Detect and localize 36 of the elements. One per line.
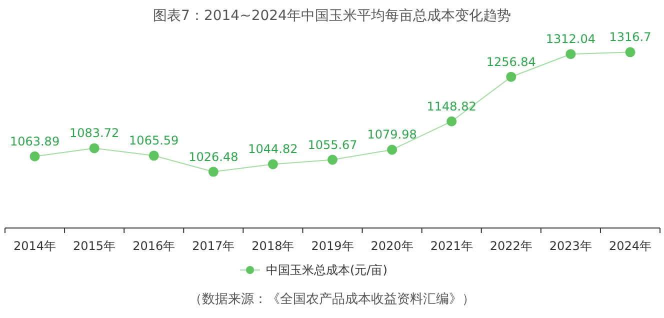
x-tick-label: 2014年 xyxy=(14,239,56,253)
legend-label: 中国玉米总成本(元/亩) xyxy=(266,263,388,277)
point xyxy=(566,49,576,60)
x-tick-label: 2021年 xyxy=(430,239,473,253)
data-label: 1026.48 xyxy=(188,150,238,164)
point xyxy=(506,72,516,82)
data-label: 1079.98 xyxy=(367,128,417,142)
data-label: 1148.82 xyxy=(426,99,476,114)
point xyxy=(328,154,338,165)
x-tick-label: 2018年 xyxy=(252,239,294,253)
data-label: 1055.67 xyxy=(308,138,358,152)
point xyxy=(30,151,40,162)
point xyxy=(89,143,100,154)
data-label: 1256.84 xyxy=(486,54,536,69)
x-tick-label: 2016年 xyxy=(132,239,176,253)
data-label: 1044.82 xyxy=(248,142,298,156)
data-label: 1316.7 xyxy=(609,30,652,44)
point xyxy=(387,144,398,155)
x-tick-label: 2017年 xyxy=(192,239,235,253)
x-tick-label: 2019年 xyxy=(311,239,354,253)
data-label: 1063.89 xyxy=(10,134,60,148)
chart-title: 图表7：2014~2024年中国玉米平均每亩总成本变化趋势 xyxy=(153,8,511,24)
text: （数据来源：《全国农产品成本收益资料汇编》） xyxy=(189,292,475,307)
x-tick-label: 2024年 xyxy=(608,239,652,253)
data-label: 1065.59 xyxy=(129,134,179,148)
x-tick-label: 2015年 xyxy=(73,239,116,253)
x-tick-label: 2022年 xyxy=(490,239,532,253)
data-label: 1312.04 xyxy=(546,32,596,46)
x-tick-label: 2020年 xyxy=(370,239,414,253)
point xyxy=(208,166,218,177)
point xyxy=(268,159,278,170)
data-label: 1083.72 xyxy=(70,126,120,140)
point xyxy=(148,150,159,161)
point xyxy=(446,116,457,126)
x-tick-label: 2023年 xyxy=(549,239,592,253)
point xyxy=(625,47,636,58)
